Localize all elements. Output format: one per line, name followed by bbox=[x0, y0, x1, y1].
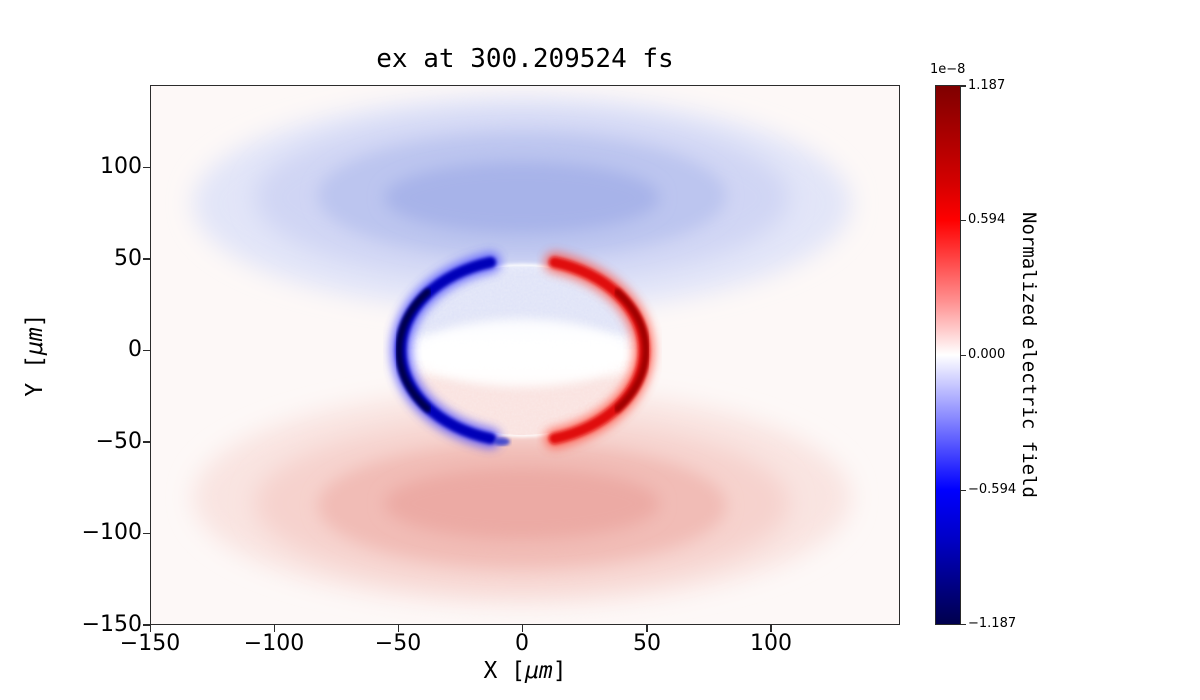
x-tick-mark bbox=[273, 625, 275, 632]
x-axis-label: X [μm] bbox=[483, 658, 567, 684]
y-tick-label: 0 bbox=[128, 337, 142, 362]
colorbar-tick-mark bbox=[960, 85, 966, 87]
y-tick-mark bbox=[143, 258, 150, 260]
y-axis-label: Y [μm] bbox=[22, 313, 48, 397]
y-tick-label: −50 bbox=[95, 429, 142, 454]
colorbar-tick-mark bbox=[960, 489, 966, 491]
y-tick-label: −100 bbox=[81, 520, 142, 545]
colorbar-label: Normalized electric field bbox=[1018, 212, 1040, 498]
y-tick-mark bbox=[143, 441, 150, 443]
field-plot-canvas bbox=[151, 86, 899, 624]
colorbar-tick-mark bbox=[960, 623, 966, 625]
x-tick-label: 100 bbox=[750, 631, 792, 656]
lower-red-lobe bbox=[192, 389, 852, 606]
x-tick-label: −150 bbox=[119, 631, 181, 656]
colorbar-tick-label: 0.000 bbox=[968, 347, 1006, 362]
x-tick-mark bbox=[521, 625, 524, 632]
x-tick-mark bbox=[397, 625, 399, 632]
colorbar-tick-mark bbox=[960, 354, 966, 356]
colorbar-tick-label: 0.594 bbox=[968, 212, 1006, 227]
x-tick-mark bbox=[149, 625, 151, 632]
y-tick-label: −150 bbox=[81, 612, 142, 637]
y-tick-mark bbox=[143, 349, 150, 352]
colorbar-tick-label: −1.187 bbox=[968, 616, 1017, 631]
plot-area bbox=[150, 85, 900, 625]
chart-title: ex at 300.209524 fs bbox=[376, 44, 674, 74]
colorbar bbox=[935, 85, 961, 625]
upper-blue-lobe bbox=[192, 95, 852, 312]
y-tick-label: 100 bbox=[100, 154, 142, 179]
colorbar-tick-label: 1.187 bbox=[968, 78, 1006, 93]
x-tick-label: −100 bbox=[243, 631, 305, 656]
ring-arcs bbox=[391, 252, 654, 449]
y-tick-mark bbox=[143, 624, 150, 626]
colorbar-tick-mark bbox=[960, 219, 966, 221]
y-tick-mark bbox=[143, 166, 150, 169]
colorbar-tick-label: −0.594 bbox=[968, 482, 1017, 497]
x-tick-label: −50 bbox=[374, 631, 422, 656]
x-tick-label: 0 bbox=[515, 631, 529, 656]
x-tick-mark bbox=[646, 625, 648, 632]
colorbar-offset-text: 1e−8 bbox=[930, 62, 966, 77]
x-tick-label: 50 bbox=[633, 631, 661, 656]
y-tick-label: 50 bbox=[114, 246, 142, 271]
x-tick-mark bbox=[770, 625, 772, 632]
y-tick-mark bbox=[143, 532, 150, 535]
